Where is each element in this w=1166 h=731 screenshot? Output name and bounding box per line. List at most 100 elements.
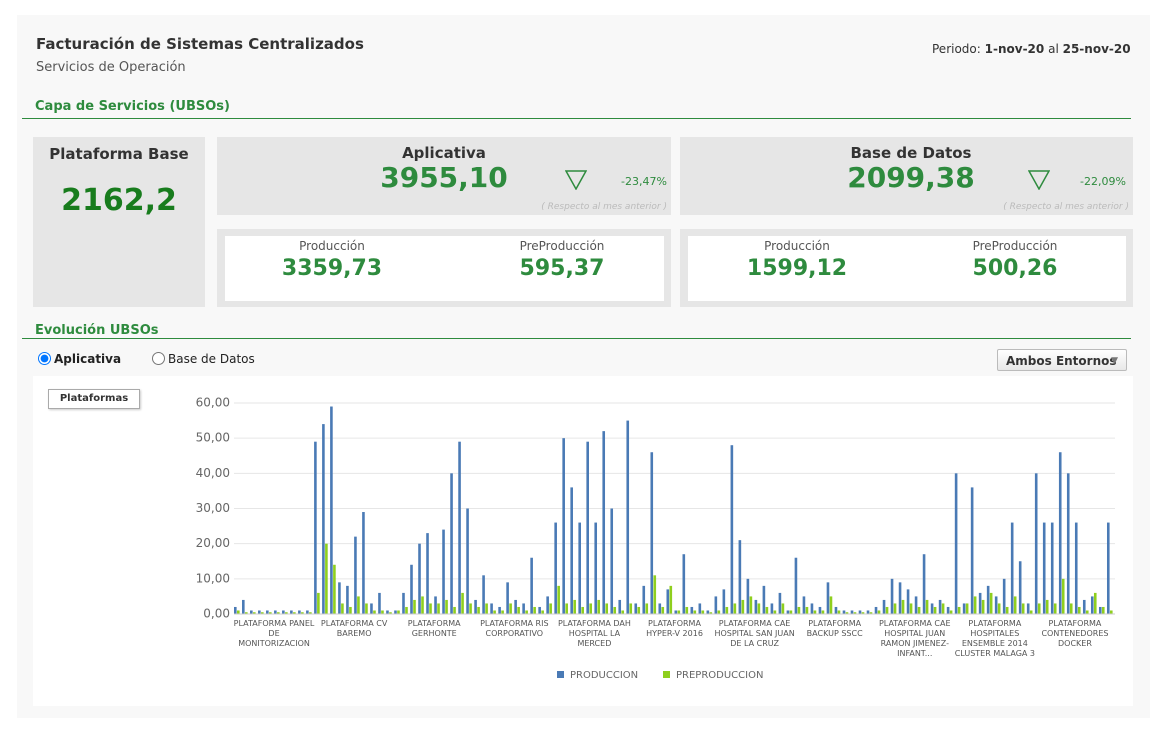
- kpi-note: ( Respecto al mes anterior ): [1003, 202, 1129, 212]
- section-title: Evolución UBSOs: [35, 323, 159, 338]
- prod-label: Producción: [764, 239, 830, 253]
- bar: [882, 599, 886, 614]
- bar: [501, 610, 504, 614]
- bar: [845, 612, 849, 614]
- radio[interactable]: Base de Datos: [152, 352, 255, 366]
- bar: [530, 557, 533, 614]
- bar: [325, 543, 328, 614]
- bar: [669, 585, 673, 614]
- bar: [293, 612, 296, 614]
- bar: [973, 596, 977, 614]
- bar: [1077, 606, 1081, 614]
- y-tick-label: 60,00: [196, 396, 230, 410]
- bar: [778, 592, 782, 614]
- bar: [426, 533, 429, 614]
- bar: [1082, 599, 1086, 614]
- bar: [709, 612, 713, 614]
- bar: [714, 596, 718, 614]
- button[interactable]: Plataformas: [48, 389, 140, 409]
- bar: [282, 610, 285, 614]
- bar: [445, 599, 448, 614]
- bar: [1093, 592, 1097, 614]
- bar: [1002, 578, 1006, 614]
- bar: [810, 603, 814, 614]
- bar: [442, 529, 445, 614]
- bar: [701, 610, 705, 614]
- bar: [613, 606, 617, 614]
- bar: [333, 564, 336, 614]
- bar: [794, 557, 798, 614]
- bar: [837, 610, 841, 614]
- bd-split: Producción 1599,12 PreProducción 500,26: [680, 229, 1133, 307]
- bar: [853, 612, 857, 614]
- period-from: 1-nov-20: [984, 42, 1045, 56]
- bar: [789, 610, 793, 614]
- period-to: 25-nov-20: [1062, 42, 1131, 56]
- bar: [258, 610, 261, 614]
- bar: [813, 610, 817, 614]
- bar: [717, 610, 721, 614]
- bar: [509, 603, 512, 614]
- bd-box: Base de Datos 2099,38 -22,09% ( Respecto…: [680, 137, 1133, 215]
- bar: [893, 603, 897, 614]
- bar: [277, 612, 280, 614]
- bar: [821, 610, 825, 614]
- aplicativa-box: Aplicativa 3955,10 -23,47% ( Respecto al…: [217, 137, 671, 215]
- bar: [570, 487, 573, 614]
- bar: [469, 603, 472, 614]
- bar: [618, 599, 622, 614]
- bar: [485, 603, 488, 614]
- kpi-change: -22,09%: [1080, 175, 1126, 188]
- bar: [954, 473, 958, 614]
- bar: [1101, 606, 1105, 614]
- bar: [493, 610, 496, 614]
- bar: [466, 508, 469, 614]
- bar: [285, 612, 288, 614]
- kpi-value: 2099,38: [847, 161, 975, 194]
- bar: [394, 610, 397, 614]
- section-title: Capa de Servicios (UBSOs): [35, 99, 230, 114]
- radio[interactable]: Aplicativa: [38, 352, 121, 366]
- bar: [562, 438, 565, 614]
- bar: [965, 603, 969, 614]
- dropdown[interactable]: Ambos Entornos ▼: [997, 349, 1127, 371]
- bar: [346, 585, 349, 614]
- bar: [554, 522, 557, 614]
- bar: [365, 603, 368, 614]
- bar: [517, 606, 520, 614]
- bar: [869, 612, 873, 614]
- bar: [722, 589, 726, 614]
- kpi-note: ( Respecto al mes anterior ): [541, 202, 667, 212]
- x-tick-label: PLATAFORMA HYPER-V 2016: [646, 619, 703, 638]
- legend-swatch: [663, 671, 670, 678]
- down-icon: [1028, 170, 1050, 190]
- bar: [581, 606, 584, 614]
- period-label: Periodo:: [932, 42, 981, 56]
- bar: [645, 603, 649, 614]
- bar: [1053, 603, 1057, 614]
- bar: [541, 610, 544, 614]
- bar: [418, 543, 421, 614]
- bar: [1058, 452, 1062, 614]
- prod-value: 1599,12: [746, 256, 848, 281]
- bar: [586, 441, 589, 614]
- bar: [565, 603, 568, 614]
- bar: [597, 599, 601, 614]
- bar: [405, 606, 408, 614]
- bar: [605, 603, 609, 614]
- bar: [901, 599, 905, 614]
- bar: [994, 596, 998, 614]
- bar: [1034, 473, 1038, 614]
- bar: [642, 585, 646, 614]
- x-tick-label: PLATAFORMA PANEL DE MONITORIZACION: [233, 619, 315, 648]
- bar: [378, 592, 381, 614]
- bar: [602, 431, 606, 614]
- bar: [621, 610, 625, 614]
- bar: [330, 406, 333, 614]
- bar: [650, 452, 654, 614]
- prod-value: 3359,73: [281, 256, 383, 281]
- bar: [741, 599, 745, 614]
- bar: [242, 599, 245, 614]
- x-tick-label: PLATAFORMA CAE HOSPITAL SAN JUAN DE LA C…: [714, 619, 795, 648]
- bar: [693, 610, 697, 614]
